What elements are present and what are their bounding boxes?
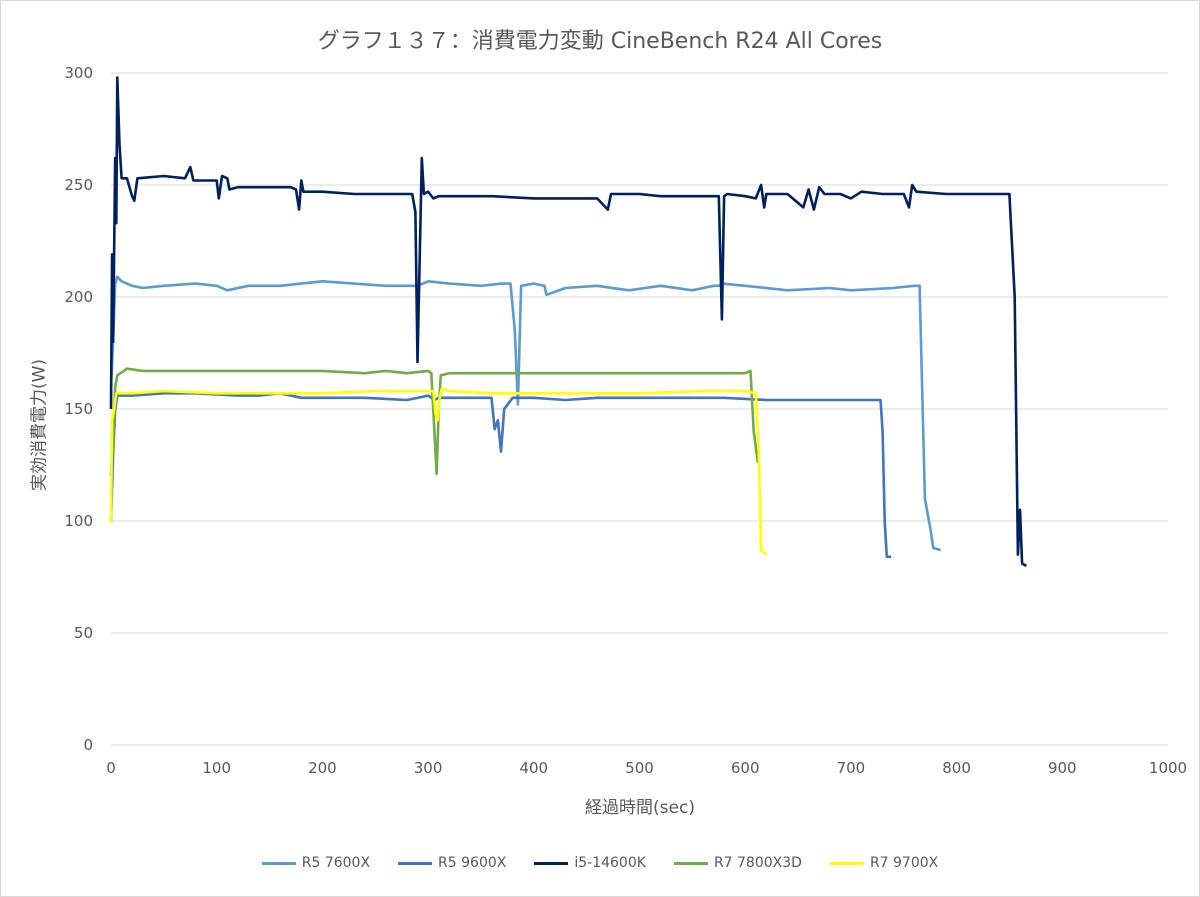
series-line-r5-7600x bbox=[109, 275, 942, 552]
series-line-r7-9700x bbox=[109, 387, 768, 556]
legend-label: R5 7600X bbox=[301, 855, 371, 871]
y-tick-label: 100 bbox=[64, 512, 93, 530]
legend-swatch bbox=[829, 861, 864, 865]
x-tick-label: 100 bbox=[202, 759, 231, 777]
x-axis-title: 経過時間(sec) bbox=[585, 798, 695, 818]
x-tick-label: 800 bbox=[942, 759, 971, 777]
x-tick-label: 400 bbox=[519, 759, 548, 777]
grid-lines bbox=[111, 72, 1168, 746]
y-tick-labels: 0 50 100 150 200 250 300 bbox=[64, 64, 93, 754]
y-tick-label: 0 bbox=[83, 736, 93, 754]
legend-item: i5-14600K bbox=[534, 855, 646, 871]
legend-item: R5 7600X bbox=[261, 855, 371, 871]
series-line-i5-14600k bbox=[109, 76, 1027, 567]
legend-swatch bbox=[398, 861, 433, 865]
x-tick-label: 500 bbox=[625, 759, 654, 777]
x-tick-label: 600 bbox=[731, 759, 760, 777]
legend-swatch bbox=[673, 861, 708, 865]
y-tick-label: 300 bbox=[64, 64, 93, 82]
legend-label: i5-14600K bbox=[574, 855, 646, 871]
legend-item: R7 7800X3D bbox=[673, 855, 802, 871]
legend-label: R5 9600X bbox=[438, 855, 507, 871]
y-tick-label: 50 bbox=[74, 624, 93, 642]
y-tick-label: 200 bbox=[64, 288, 93, 306]
series-line-r7-7800x3d bbox=[109, 367, 760, 477]
x-tick-label: 700 bbox=[837, 759, 866, 777]
y-tick-label: 250 bbox=[64, 176, 93, 194]
legend-label: R7 7800X3D bbox=[713, 855, 802, 871]
legend-item: R5 9600X bbox=[398, 855, 506, 871]
x-tick-label: 300 bbox=[414, 759, 443, 777]
legend-swatch bbox=[261, 861, 296, 865]
series-lines bbox=[109, 76, 1027, 567]
chart-title: グラフ１３７：消費電力変動 CineBench R24 All Cores bbox=[317, 29, 883, 54]
legend-label: R7 9700X bbox=[869, 855, 939, 871]
series-line-r5-9600x bbox=[109, 391, 892, 559]
x-tick-label: 200 bbox=[308, 759, 337, 777]
legend-item: R7 9700X bbox=[829, 855, 939, 871]
y-tick-label: 150 bbox=[64, 400, 93, 418]
x-tick-labels: 0 100 200 300 400 500 600 700 800 900 1000 bbox=[106, 759, 1187, 777]
x-tick-label: 1000 bbox=[1149, 759, 1187, 777]
x-tick-label: 0 bbox=[106, 759, 116, 777]
x-tick-label: 900 bbox=[1048, 759, 1077, 777]
legend-swatch bbox=[534, 861, 569, 865]
legend: R5 7600X R5 9600X i5-14600K R7 7800X3D R7 97… bbox=[1, 855, 1199, 871]
